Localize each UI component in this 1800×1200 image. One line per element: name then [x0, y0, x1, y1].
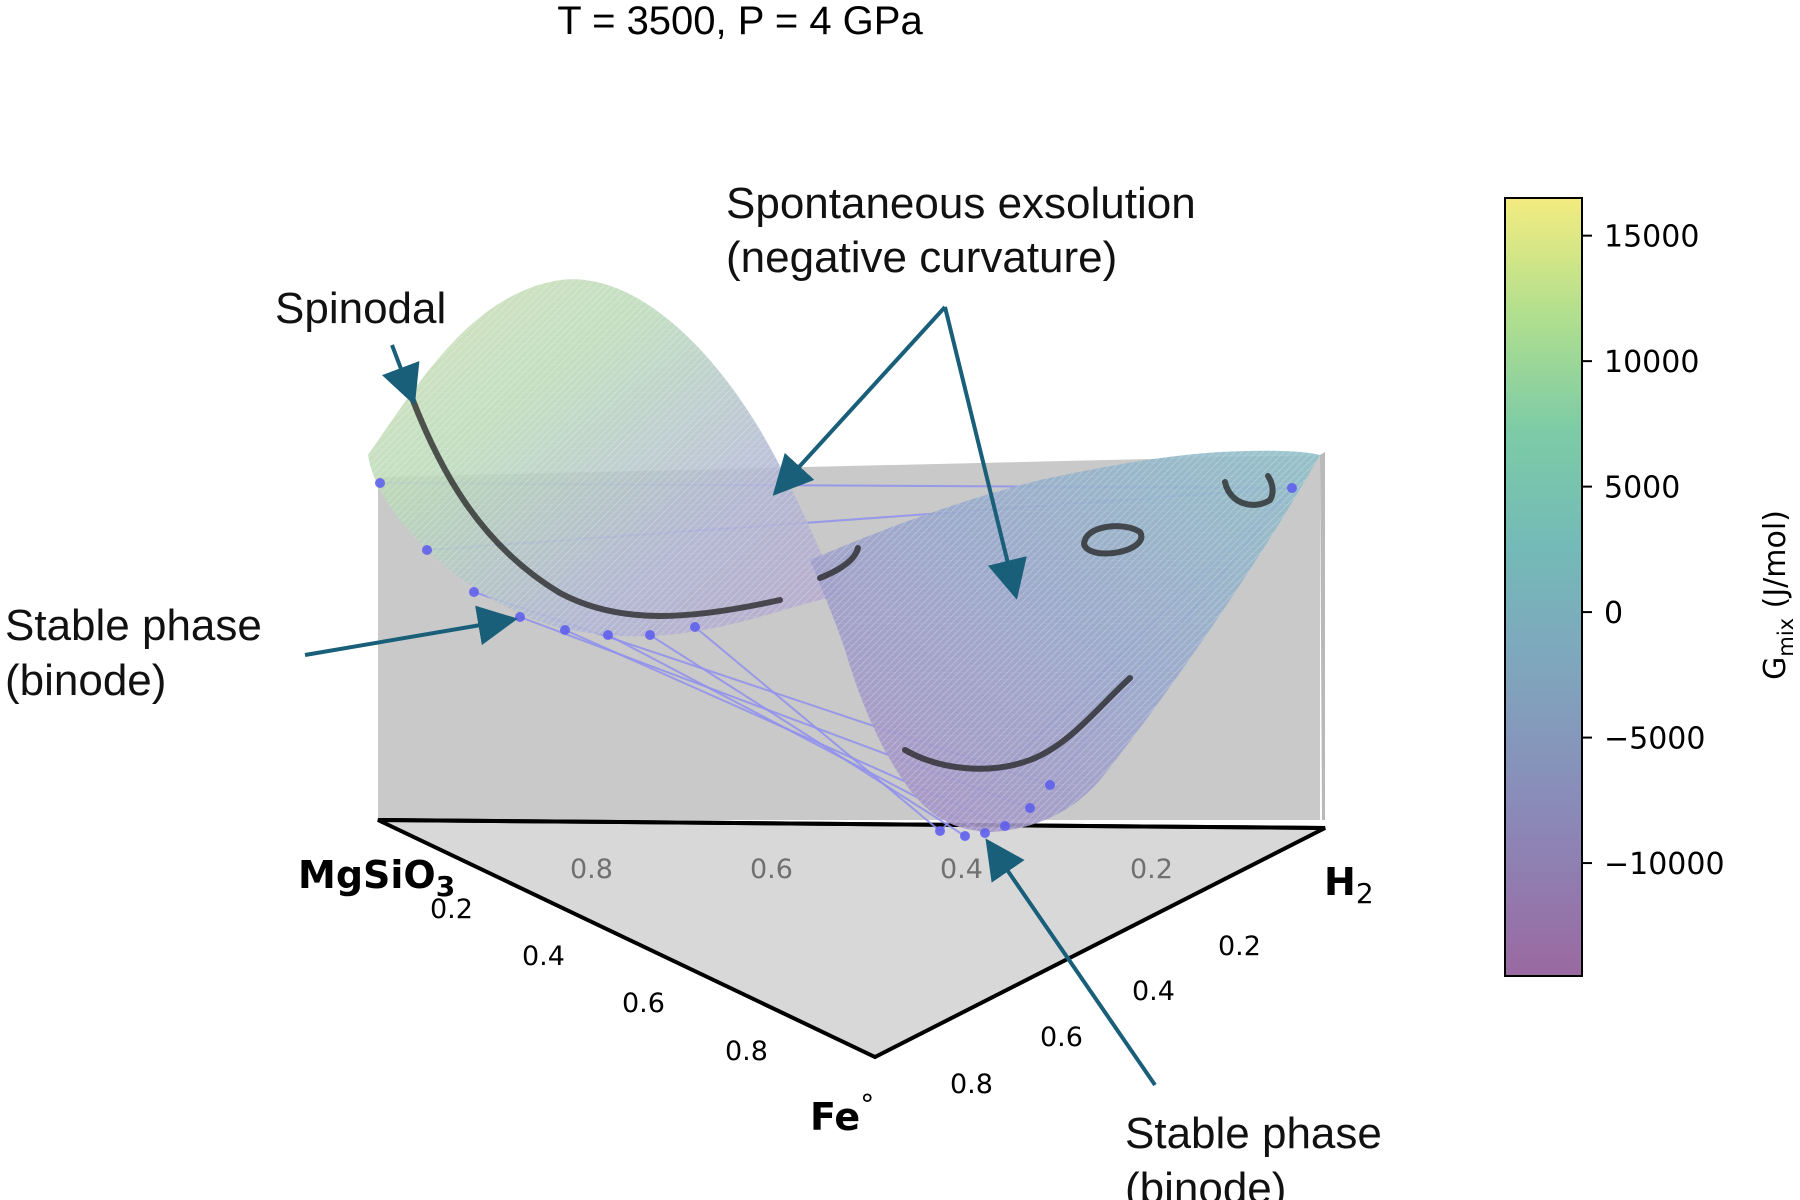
annotation-stable-left-line1: Stable phase	[5, 601, 262, 650]
spinodal-hook	[1222, 473, 1276, 508]
annotation-exsolution-line1: Spontaneous exsolution	[726, 179, 1196, 228]
colorbar-tick-label: 15000	[1604, 220, 1699, 255]
annotation-stable-bottom-line1: Stable phase	[1125, 1109, 1382, 1158]
spinodal-curve-left	[409, 395, 783, 619]
binode-point	[1287, 483, 1297, 493]
annotation-exsolution: Spontaneous exsolution (negative curvatu…	[726, 179, 1196, 600]
spinodal-loop	[1081, 523, 1145, 557]
binode-point	[515, 612, 525, 622]
binode-point	[469, 587, 479, 597]
binode-point	[603, 630, 613, 640]
left-axis-ticks: 0.2 0.4 0.6 0.8	[430, 894, 768, 1067]
right-axis-ticks: 0.2 0.4 0.6 0.8	[950, 931, 1261, 1100]
back-axis-tick-label: 0.8	[570, 854, 613, 885]
binode-point	[560, 625, 570, 635]
colorbar-ticks: 15000 10000 5000 0 −5000 −10000	[1582, 220, 1725, 882]
binode-point	[422, 545, 432, 555]
binode-point	[1045, 780, 1055, 790]
right-axis-tick-label: 0.6	[1040, 1022, 1083, 1053]
annotation-spinodal: Spinodal	[275, 284, 446, 406]
annotation-exsolution-line2: (negative curvature)	[726, 233, 1117, 282]
colorbar-tick-label: −5000	[1604, 722, 1705, 757]
colorbar-tick-label: 10000	[1604, 345, 1699, 380]
colorbar-gradient	[1504, 197, 1583, 977]
tie-line	[649, 634, 966, 837]
binode-point	[960, 831, 970, 841]
colorbar-label: Gmix (J/mol)	[1758, 510, 1798, 680]
back-axis-tick-label: 0.6	[750, 854, 793, 885]
corner-label-fe: Fe°	[810, 1088, 874, 1139]
colorbar: 15000 10000 5000 0 −5000 −10000 Gmix (J/mol)	[1504, 197, 1798, 977]
left-axis-tick-label: 0.4	[522, 941, 565, 972]
binode-point	[645, 630, 655, 640]
binode-point	[1000, 821, 1010, 831]
spinodal-curve-bottom	[902, 675, 1133, 772]
annotation-stable-bottom-line2: (binode)	[1125, 1164, 1286, 1200]
back-axis-ticks: 0.8 0.6 0.4 0.2	[570, 854, 1173, 885]
tie-line	[694, 626, 941, 832]
annotation-stable-bottom: Stable phase (binode)	[985, 838, 1382, 1200]
spinodal-curve-center	[817, 545, 861, 581]
spinodal-curves	[409, 395, 1276, 772]
left-axis-tick-label: 0.8	[725, 1036, 768, 1067]
surface-right-lobe	[810, 450, 1320, 832]
binode-point	[935, 826, 945, 836]
right-axis-tick-label: 0.8	[950, 1069, 993, 1100]
binode-point	[375, 478, 385, 488]
back-axis-tick-label: 0.2	[1130, 854, 1173, 885]
corner-label-h2: H2	[1324, 860, 1374, 910]
annotation-spinodal-label: Spinodal	[275, 284, 446, 333]
left-axis-tick-label: 0.6	[622, 988, 665, 1019]
annotation-stable-left-line2: (binode)	[5, 656, 166, 705]
floor	[377, 818, 1326, 1060]
right-axis-tick-label: 0.2	[1218, 931, 1261, 962]
back-axis-tick-label: 0.4	[940, 854, 983, 885]
annotation-stable-left: Stable phase (binode)	[5, 601, 518, 705]
right-axis-tick-label: 0.4	[1132, 976, 1175, 1007]
left-axis-tick-label: 0.2	[430, 894, 473, 925]
chart-title: T = 3500, P = 4 GPa	[557, 0, 923, 43]
binode-point	[690, 622, 700, 632]
colorbar-tick-label: −10000	[1604, 847, 1725, 882]
colorbar-tick-label: 0	[1604, 596, 1623, 631]
binode-point	[1025, 803, 1035, 813]
colorbar-tick-label: 5000	[1604, 471, 1680, 506]
corner-label-mgsio3: MgSiO3	[298, 853, 455, 903]
surface-left-lobe	[368, 279, 840, 637]
binode-point	[980, 828, 990, 838]
